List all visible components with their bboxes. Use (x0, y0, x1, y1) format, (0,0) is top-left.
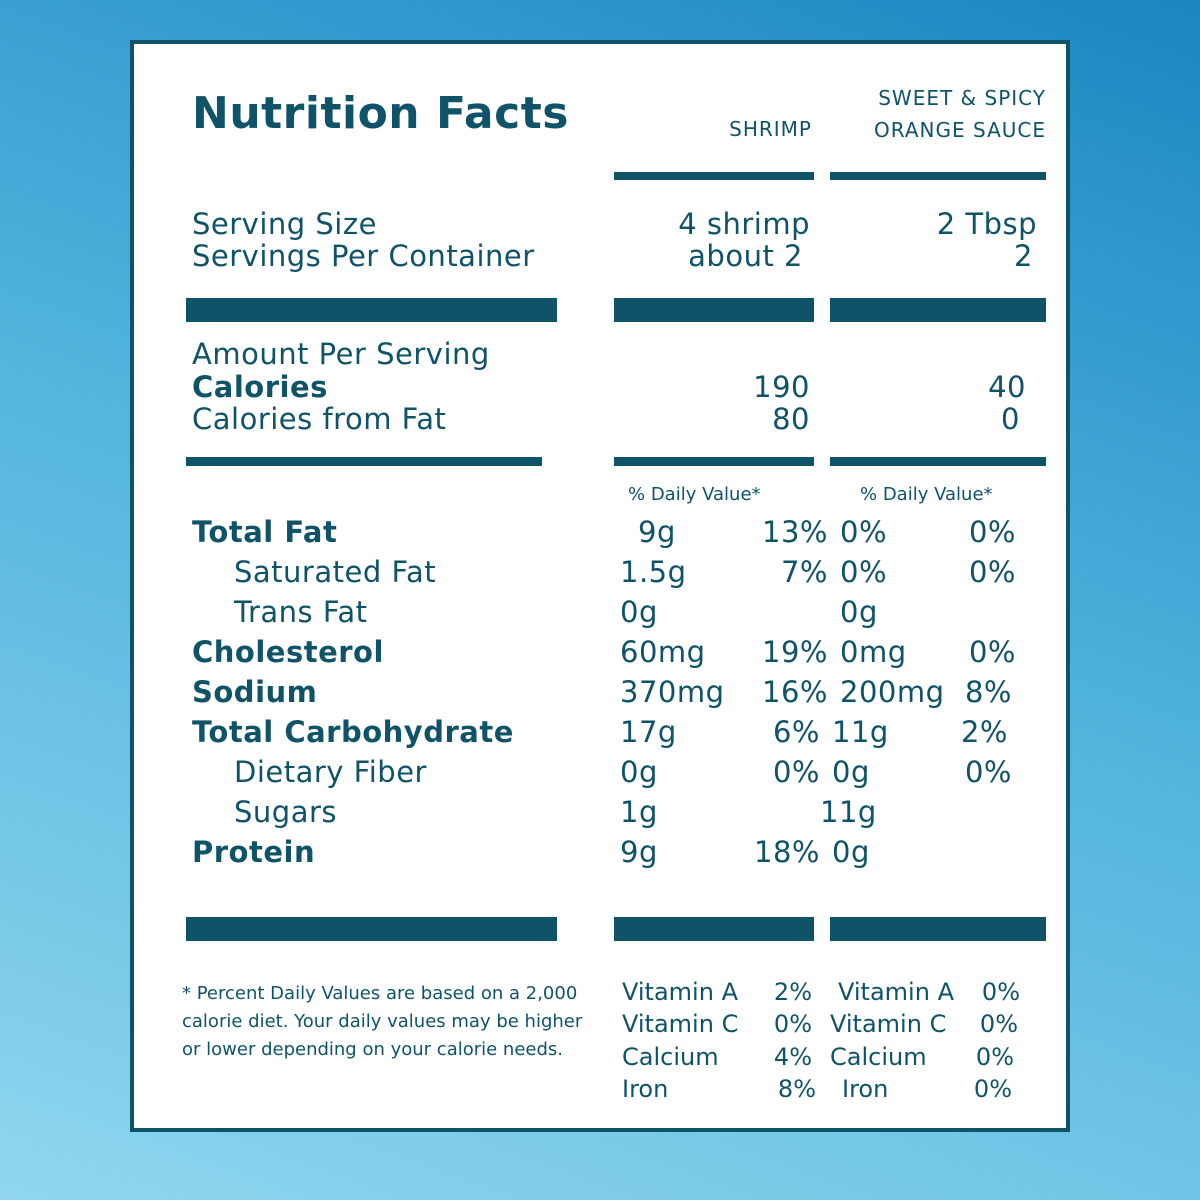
daily-value-footnote: * Percent Daily Values are based on a 2,… (182, 983, 583, 1060)
vitamin-label: Calcium (622, 1043, 719, 1071)
sauce-amount: 0g (832, 755, 870, 789)
vitamin-value: 0% (975, 1043, 1014, 1071)
sauce-daily-value: 0% (968, 515, 1016, 549)
shrimp-amount: 1.5g (620, 555, 687, 589)
shrimp-amount: 1g (620, 795, 658, 829)
nutrient-label-saturated-fat: Saturated Fat (234, 555, 437, 589)
nutrient-label-total-carbohydrate: Total Carbohydrate (192, 715, 514, 749)
shrimp-daily-value: 16% (762, 675, 828, 709)
vitamin-label: Iron (622, 1075, 669, 1103)
sauce-daily-value: 8% (964, 675, 1012, 709)
shrimp-daily-value: 13% (762, 515, 828, 549)
shrimp-column-header: SHRIMP (729, 117, 812, 141)
sauce-amount: 0g (840, 595, 878, 629)
nutrient-label-dietary-fiber: Dietary Fiber (234, 755, 427, 789)
sauce-column-header-line2: ORANGE SAUCE (874, 118, 1046, 142)
shrimp-daily-value: 18% (754, 835, 820, 869)
thick-divider-bar (830, 298, 1046, 322)
shrimp-amount: 0g (620, 595, 658, 629)
shrimp-amount: 0g (620, 755, 658, 789)
nutrient-label-protein: Protein (192, 835, 316, 869)
vitamin-value: 2% (773, 978, 812, 1006)
sauce-daily-value-header: % Daily Value* (860, 484, 993, 505)
shrimp-amount: 60mg (620, 635, 706, 669)
vitamin-value: 8% (777, 1075, 816, 1103)
nutrition-facts-title: Nutrition Facts (192, 88, 569, 139)
vitamin-value: 0% (773, 1010, 812, 1038)
shrimp-calories-from-fat: 80 (772, 402, 810, 436)
sauce-calories-from-fat: 0 (1001, 402, 1020, 436)
sauce-column-header-line1: SWEET & SPICY (878, 86, 1046, 110)
sauce-amount: 11g (832, 715, 889, 749)
vitamin-label: Vitamin A (622, 978, 738, 1006)
vitamin-label: Calcium (830, 1043, 927, 1071)
calories-from-fat-label: Calories from Fat (192, 402, 447, 436)
vitamin-label: Vitamin C (622, 1010, 739, 1038)
nutrient-label-sodium: Sodium (192, 675, 318, 709)
sauce-daily-value: 0% (964, 755, 1012, 789)
shrimp-calories: 190 (753, 370, 810, 404)
sauce-amount: 200mg (840, 675, 945, 709)
divider-bar (614, 457, 814, 466)
vitamin-value: 0% (979, 1010, 1018, 1038)
serving-size-label: Serving Size (192, 207, 377, 241)
divider-bar (614, 172, 814, 180)
sauce-daily-value: 0% (968, 635, 1016, 669)
sauce-daily-value: 0% (968, 555, 1016, 589)
sauce-amount: 0% (840, 555, 888, 589)
shrimp-amount: 9g (638, 515, 676, 549)
calories-label: Calories (192, 370, 328, 404)
thick-divider-bar (614, 298, 814, 322)
nutrient-label-cholesterol: Cholesterol (192, 635, 384, 669)
shrimp-daily-value: 19% (762, 635, 828, 669)
servings-per-container-label: Servings Per Container (192, 239, 535, 273)
shrimp-amount: 9g (620, 835, 658, 869)
shrimp-serving-size: 4 shrimp (678, 207, 810, 241)
sauce-calories: 40 (988, 370, 1026, 404)
shrimp-servings-per-container: about 2 (688, 239, 803, 273)
sauce-servings-per-container: 2 (1014, 239, 1033, 273)
nutrient-label-sugars: Sugars (234, 795, 337, 829)
vitamin-value: 0% (981, 978, 1020, 1006)
vitamin-label: Iron (842, 1075, 889, 1103)
shrimp-amount: 17g (620, 715, 677, 749)
divider-bar (830, 457, 1046, 466)
shrimp-daily-value-header: % Daily Value* (628, 484, 761, 505)
shrimp-daily-value: 6% (772, 715, 820, 749)
vitamin-label: Vitamin A (838, 978, 954, 1006)
sauce-amount: 0mg (840, 635, 907, 669)
sauce-amount: 0% (840, 515, 888, 549)
thick-divider-bar (186, 298, 557, 322)
amount-per-serving-label: Amount Per Serving (192, 337, 490, 371)
shrimp-amount: 370mg (620, 675, 725, 709)
vitamin-label: Vitamin C (830, 1010, 947, 1038)
shrimp-daily-value: 7% (780, 555, 828, 589)
vitamin-value: 4% (773, 1043, 812, 1071)
sauce-amount: 11g (820, 795, 877, 829)
sauce-serving-size: 2 Tbsp (936, 207, 1037, 241)
thick-divider-bar (186, 917, 557, 941)
divider-bar (830, 172, 1046, 180)
nutrient-label-total-fat: Total Fat (192, 515, 338, 549)
divider-bar (186, 457, 542, 466)
nutrient-label-trans-fat: Trans Fat (234, 595, 368, 629)
thick-divider-bar (830, 917, 1046, 941)
shrimp-daily-value: 0% (772, 755, 820, 789)
vitamin-value: 0% (973, 1075, 1012, 1103)
thick-divider-bar (614, 917, 814, 941)
sauce-daily-value: 2% (960, 715, 1008, 749)
nutrition-label-panel (130, 40, 1070, 1132)
sauce-amount: 0g (832, 835, 870, 869)
